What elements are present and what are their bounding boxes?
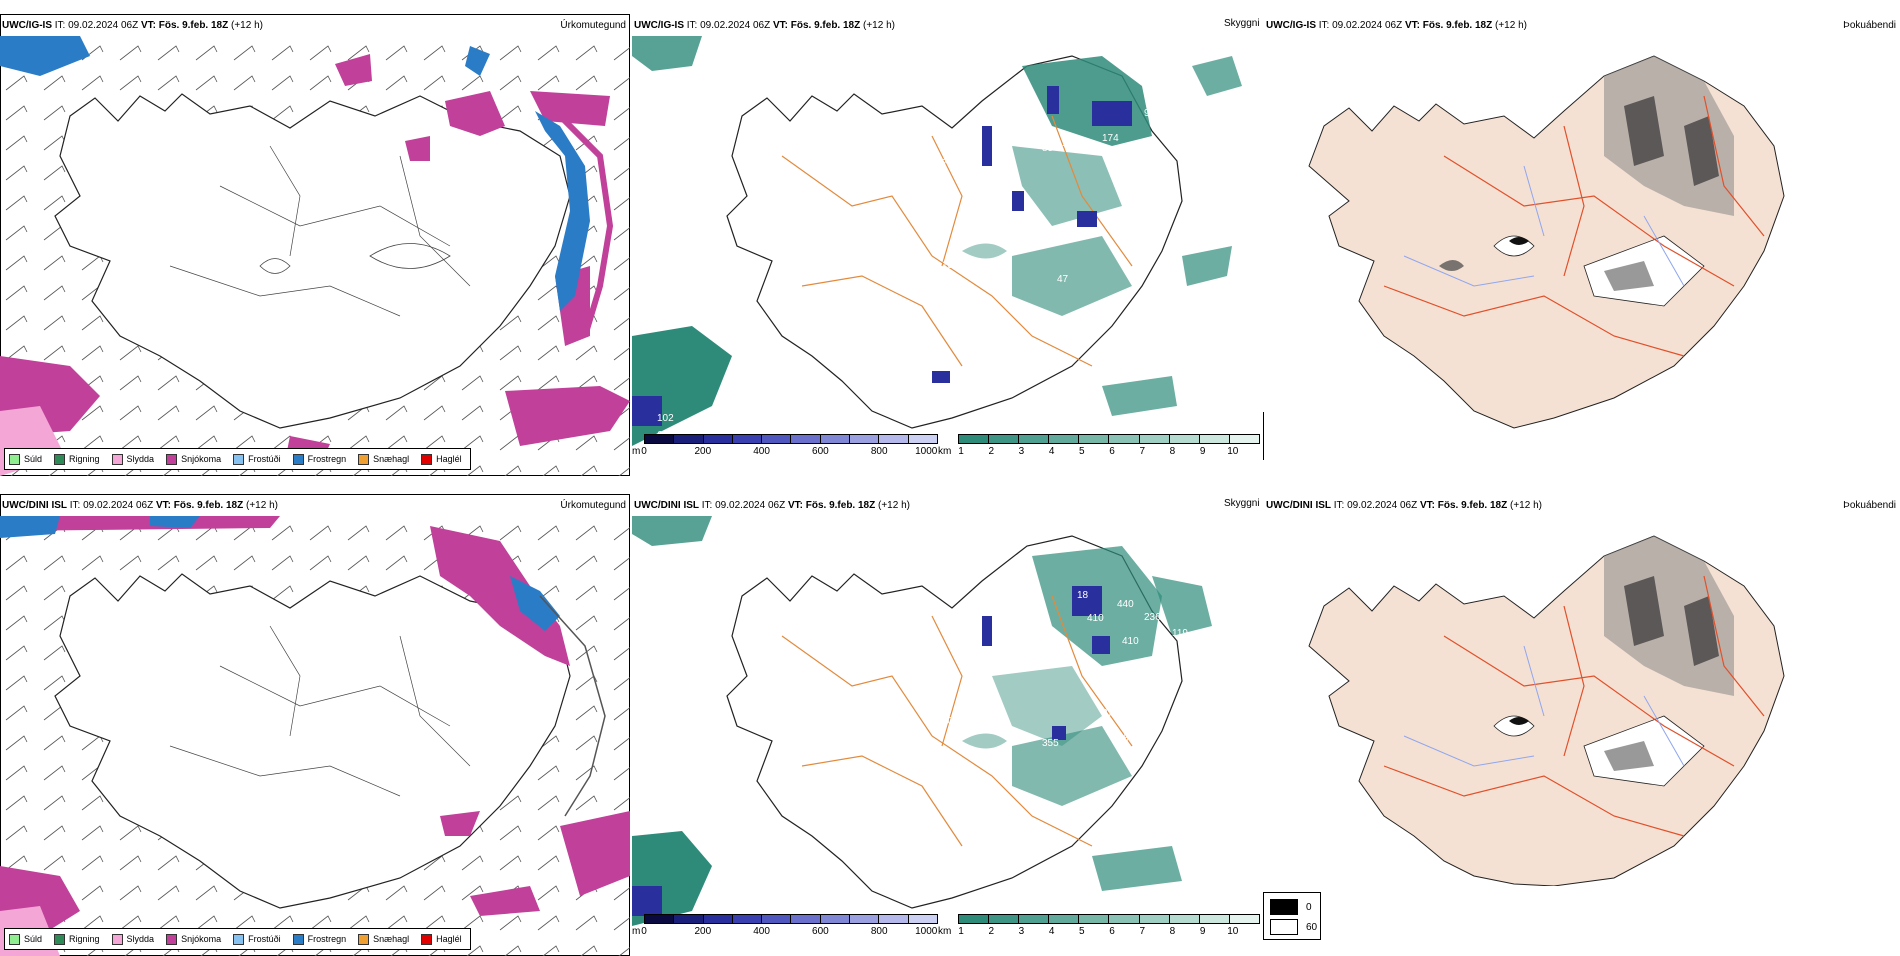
- ceiling-dots: [632, 86, 1132, 426]
- precip-map: [0, 36, 630, 476]
- legend-item: Frostúði: [233, 453, 281, 465]
- legend-swatch: [166, 933, 178, 945]
- legend-item: Rigning: [54, 933, 100, 945]
- visibility-unit: km: [938, 446, 952, 457]
- legend-swatch: [166, 453, 178, 465]
- fog-map: [1308, 535, 1785, 886]
- legend-item: Slydda: [111, 933, 154, 945]
- fog-map: [1308, 55, 1785, 429]
- svg-text:205: 205: [942, 716, 959, 727]
- svg-text:843: 843: [1027, 106, 1044, 117]
- ceiling-unit: m: [632, 926, 641, 937]
- legend-swatch: [292, 933, 304, 945]
- svg-text:120: 120: [1062, 138, 1079, 149]
- ceiling-colorbar-2: 0 200 400 600 800 1000: [641, 914, 938, 940]
- svg-text:20: 20: [984, 188, 996, 199]
- svg-text:410: 410: [1087, 613, 1104, 624]
- precip-map: [0, 516, 630, 956]
- panel-title: UWC/IG-IS IT: 09.02.2024 06Z VT: Fös. 9.…: [2, 20, 263, 31]
- legend-swatch: [111, 453, 123, 465]
- legend-swatch: [421, 933, 433, 945]
- legend-item: Snæhagl: [358, 933, 409, 945]
- svg-text:355: 355: [1042, 738, 1059, 749]
- ceiling-unit: m: [632, 446, 641, 457]
- cloud-visibility-panel-1: UWC/IG-IS IT: 09.02.2024 06Z VT: Fös. 9.…: [632, 14, 1262, 476]
- svg-text:236: 236: [1144, 612, 1161, 623]
- panel-type-label: Skyggni: [1224, 18, 1260, 29]
- precip-type-panel-1: UWC/IG-IS IT: 09.02.2024 06Z VT: Fös. 9.…: [0, 14, 630, 476]
- svg-text:183: 183: [1042, 228, 1059, 239]
- ceiling-colorbar-1: 0 200 400 600 800 1000: [641, 434, 938, 460]
- panel-type-label: Þokuábendi: [1843, 500, 1896, 511]
- visibility-unit: km: [938, 926, 952, 937]
- svg-text:102: 102: [657, 413, 674, 424]
- legend-item: Snæhagl: [358, 453, 409, 465]
- legend-swatch: [9, 453, 20, 465]
- panel-type-label: Úrkomutegund: [560, 20, 626, 31]
- legend-swatch: [54, 453, 66, 465]
- fog-legend-2: 0 60: [1263, 892, 1321, 940]
- fog-panel-2: UWC/DINI ISL IT: 09.02.2024 06Z VT: Fös.…: [1264, 494, 1900, 890]
- legend-item: Frostregn: [292, 453, 346, 465]
- panel-type-label: Þokuábendi: [1843, 20, 1896, 31]
- legend-swatch: [358, 453, 370, 465]
- iceland-outline: [726, 55, 1183, 429]
- iceland-outline: [54, 573, 571, 909]
- ceiling-labels: 18 410 440 236 410 119 108 205 355 276 2…: [942, 590, 1188, 749]
- fog-panel-1: UWC/IG-IS IT: 09.02.2024 06Z VT: Fös. 9.…: [1264, 14, 1900, 476]
- precip-type-panel-2: UWC/DINI ISL IT: 09.02.2024 06Z VT: Fös.…: [0, 494, 630, 956]
- panel-type-label: Úrkomutegund: [560, 500, 626, 511]
- cloud-visibility-panel-2: UWC/DINI ISL IT: 09.02.2024 06Z VT: Fös.…: [632, 494, 1262, 956]
- legend-swatch: [54, 933, 66, 945]
- legend-item: Slydda: [111, 453, 154, 465]
- svg-text:157: 157: [942, 260, 959, 271]
- panel-title: UWC/DINI ISL IT: 09.02.2024 06Z VT: Fös.…: [634, 500, 910, 511]
- svg-text:47: 47: [1057, 274, 1069, 285]
- iceland-outline: [54, 93, 571, 429]
- legend-swatch: [111, 933, 123, 945]
- legend-item: Haglél: [421, 933, 462, 945]
- cloud-map: 18 410 440 236 410 119 108 205 355 276 2…: [632, 516, 1212, 926]
- svg-text:238: 238: [1112, 733, 1129, 744]
- legend-item: Snjókoma: [166, 933, 221, 945]
- legend-swatch: [9, 933, 20, 945]
- visibility-colorbar-1: 1 2 3 4 5 6 7 8 9 10: [958, 434, 1260, 460]
- ceiling-dots: [632, 586, 1110, 916]
- legend-item: Frostúði: [233, 933, 281, 945]
- legend-item: Súld: [9, 453, 42, 465]
- legend-item: Rigning: [54, 453, 100, 465]
- legend-item: Súld: [9, 933, 42, 945]
- panel-type-label: Skyggni: [1224, 498, 1260, 509]
- legend-swatch: [233, 453, 245, 465]
- freezing-rain-areas: [0, 36, 590, 311]
- svg-text:440: 440: [1117, 599, 1134, 610]
- svg-text:83: 83: [1042, 143, 1054, 154]
- precip-legend: Súld Rigning Slydda Snjókoma Frostúði Fr…: [4, 448, 471, 470]
- svg-text:119: 119: [1172, 628, 1188, 639]
- visibility-colorbar-2: 1 2 3 4 5 6 7 8 9 10: [958, 914, 1260, 940]
- legend-swatch: [233, 933, 245, 945]
- legend-item: Frostregn: [292, 933, 346, 945]
- panel-title: UWC/IG-IS IT: 09.02.2024 06Z VT: Fös. 9.…: [1266, 20, 1527, 31]
- svg-text:276: 276: [1102, 708, 1119, 719]
- svg-text:70: 70: [942, 158, 954, 169]
- legend-swatch: [421, 453, 433, 465]
- panel-title: UWC/IG-IS IT: 09.02.2024 06Z VT: Fös. 9.…: [634, 20, 895, 31]
- svg-text:410: 410: [1122, 636, 1139, 647]
- svg-text:995: 995: [1144, 108, 1161, 119]
- svg-text:108: 108: [992, 658, 1009, 669]
- panel-title: UWC/DINI ISL IT: 09.02.2024 06Z VT: Fös.…: [2, 500, 278, 511]
- legend-item: Haglél: [421, 453, 462, 465]
- svg-text:174: 174: [1102, 133, 1119, 144]
- legend-item: Snjókoma: [166, 453, 221, 465]
- legend-swatch: [358, 933, 370, 945]
- cloud-map: 995 843 120 174 83 70 20 183 157 47 102 …: [632, 36, 1242, 446]
- legend-swatch: [292, 453, 304, 465]
- precip-legend: Súld Rigning Slydda Snjókoma Frostúði Fr…: [4, 928, 471, 950]
- freezing-rain-areas: [0, 516, 560, 631]
- svg-text:18: 18: [1077, 590, 1089, 601]
- panel-title: UWC/DINI ISL IT: 09.02.2024 06Z VT: Fös.…: [1266, 500, 1542, 511]
